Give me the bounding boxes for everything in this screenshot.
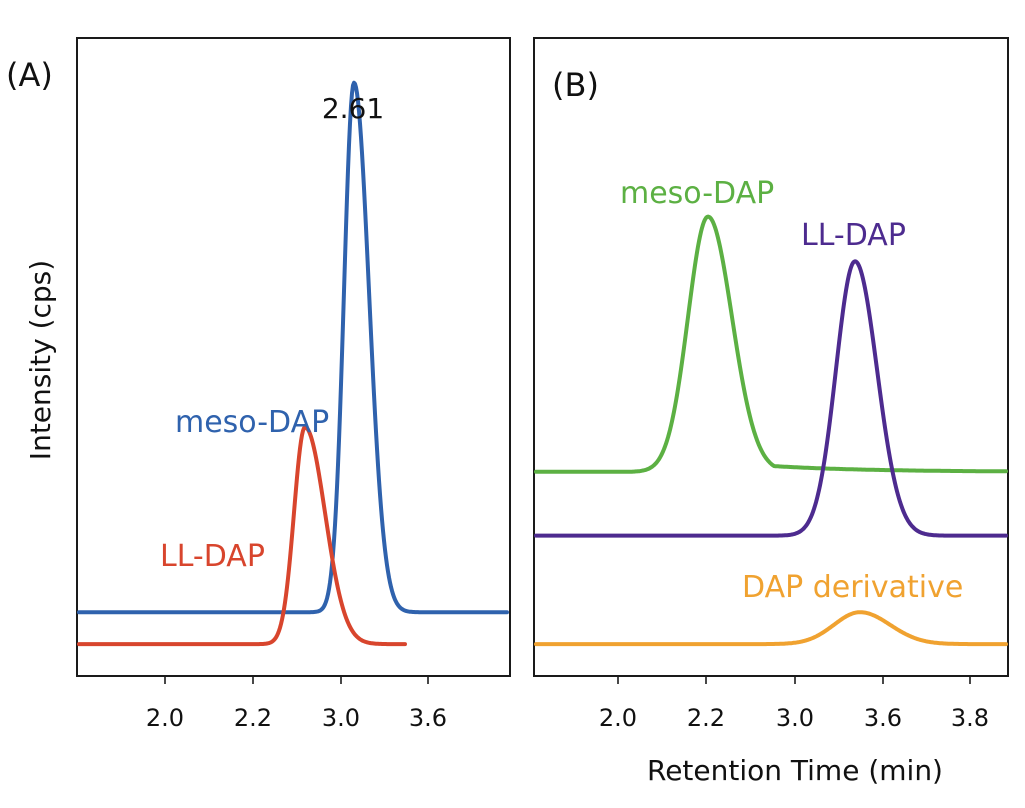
legend-ll-dap-b: LL-DAP — [801, 218, 906, 253]
panel-a-label: (A) — [6, 56, 53, 94]
panel-b: (B) Retention Time (min) 2.0 2.2 3.0 3.6 3.8… — [533, 37, 1009, 787]
panel-a-frame — [76, 37, 511, 677]
x-tick-label: 2.2 — [234, 704, 272, 732]
panel-b-frame — [533, 37, 1009, 677]
x-tick-label: 3.6 — [409, 704, 447, 732]
panel-a-x-axis: 2.0 2.2 3.0 3.6 — [146, 676, 447, 732]
curve-ll-dap-b — [534, 259, 1008, 538]
x-tick-label: 2.0 — [599, 704, 637, 732]
legend-meso-dap-b: meso-DAP — [620, 176, 774, 211]
x-tick-label: 3.0 — [776, 704, 814, 732]
curve-ll-dap-a — [77, 425, 407, 647]
legend-dap-derivative-b: DAP derivative — [742, 570, 963, 605]
y-axis-title: Intensity (cps) — [24, 260, 57, 460]
x-tick-label: 3.0 — [322, 704, 360, 732]
x-axis-title: Retention Time (min) — [647, 754, 943, 787]
legend-meso-dap-a: meso-DAP — [175, 405, 329, 440]
panel-b-x-axis: 2.0 2.2 3.0 3.6 3.8 — [599, 676, 989, 732]
legend-ll-dap-a: LL-DAP — [160, 539, 265, 574]
curve-meso-dap-b — [534, 214, 1008, 474]
x-tick-label: 2.2 — [687, 704, 725, 732]
x-tick-label: 2.0 — [146, 704, 184, 732]
x-tick-label: 3.8 — [951, 704, 989, 732]
curve-dap-derivative-b — [534, 610, 1008, 647]
peak-annotation: 2.61 — [322, 92, 384, 125]
curve-meso-dap-a — [77, 80, 509, 615]
panel-a: (A) Intensity (cps) 2.0 2.2 3.0 3.6 meso-DA… — [6, 37, 511, 732]
panel-b-label: (B) — [552, 66, 599, 104]
x-tick-label: 3.6 — [864, 704, 902, 732]
